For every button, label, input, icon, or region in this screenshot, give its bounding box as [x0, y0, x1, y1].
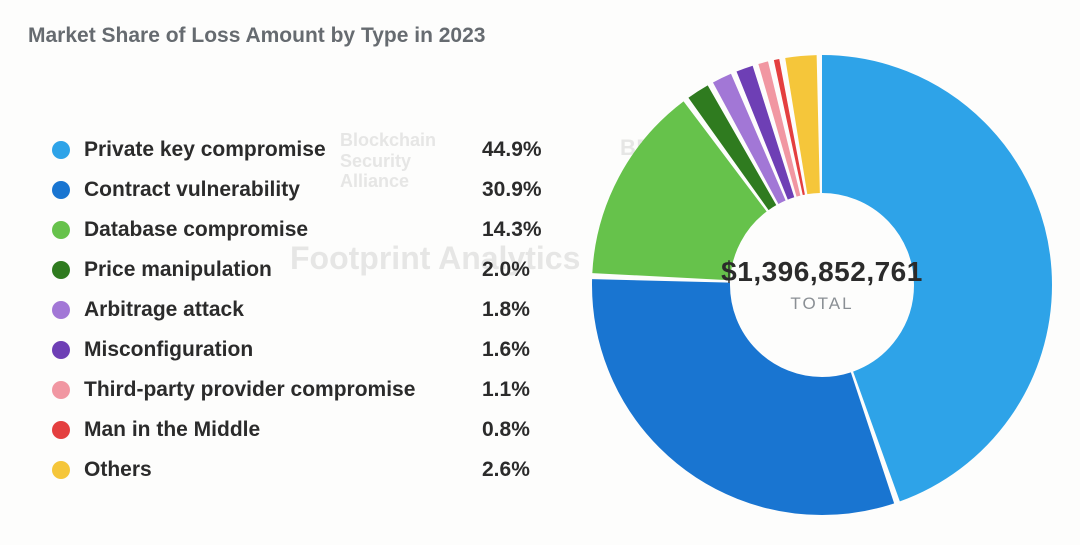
legend-swatch [52, 181, 70, 199]
legend-label: Database compromise [84, 218, 482, 242]
total-label: TOTAL [721, 294, 923, 314]
donut-chart: $1,396,852,761 TOTAL [592, 55, 1052, 515]
legend-swatch [52, 141, 70, 159]
legend-row: Arbitrage attack1.8% [52, 290, 572, 330]
legend-swatch [52, 301, 70, 319]
legend-swatch [52, 261, 70, 279]
legend-swatch [52, 381, 70, 399]
legend-value: 2.6% [482, 458, 572, 482]
legend-row: Contract vulnerability30.9% [52, 170, 572, 210]
legend-value: 1.6% [482, 338, 572, 362]
legend-value: 0.8% [482, 418, 572, 442]
legend-label: Misconfiguration [84, 338, 482, 362]
legend-label: Contract vulnerability [84, 178, 482, 202]
legend-row: Misconfiguration1.6% [52, 330, 572, 370]
legend-value: 30.9% [482, 178, 572, 202]
legend: Private key compromise44.9%Contract vuln… [52, 130, 572, 490]
legend-value: 14.3% [482, 218, 572, 242]
legend-row: Others2.6% [52, 450, 572, 490]
legend-value: 44.9% [482, 138, 572, 162]
donut-center: $1,396,852,761 TOTAL [721, 256, 923, 314]
legend-label: Others [84, 458, 482, 482]
total-value: $1,396,852,761 [721, 256, 923, 288]
legend-swatch [52, 221, 70, 239]
chart-title: Market Share of Loss Amount by Type in 2… [28, 24, 485, 48]
legend-row: Price manipulation2.0% [52, 250, 572, 290]
legend-swatch [52, 341, 70, 359]
legend-row: Database compromise14.3% [52, 210, 572, 250]
legend-label: Price manipulation [84, 258, 482, 282]
legend-row: Private key compromise44.9% [52, 130, 572, 170]
legend-label: Man in the Middle [84, 418, 482, 442]
legend-label: Third-party provider compromise [84, 378, 482, 402]
legend-label: Arbitrage attack [84, 298, 482, 322]
legend-value: 1.1% [482, 378, 572, 402]
legend-value: 1.8% [482, 298, 572, 322]
legend-row: Third-party provider compromise1.1% [52, 370, 572, 410]
legend-swatch [52, 461, 70, 479]
legend-value: 2.0% [482, 258, 572, 282]
legend-swatch [52, 421, 70, 439]
legend-row: Man in the Middle0.8% [52, 410, 572, 450]
legend-label: Private key compromise [84, 138, 482, 162]
